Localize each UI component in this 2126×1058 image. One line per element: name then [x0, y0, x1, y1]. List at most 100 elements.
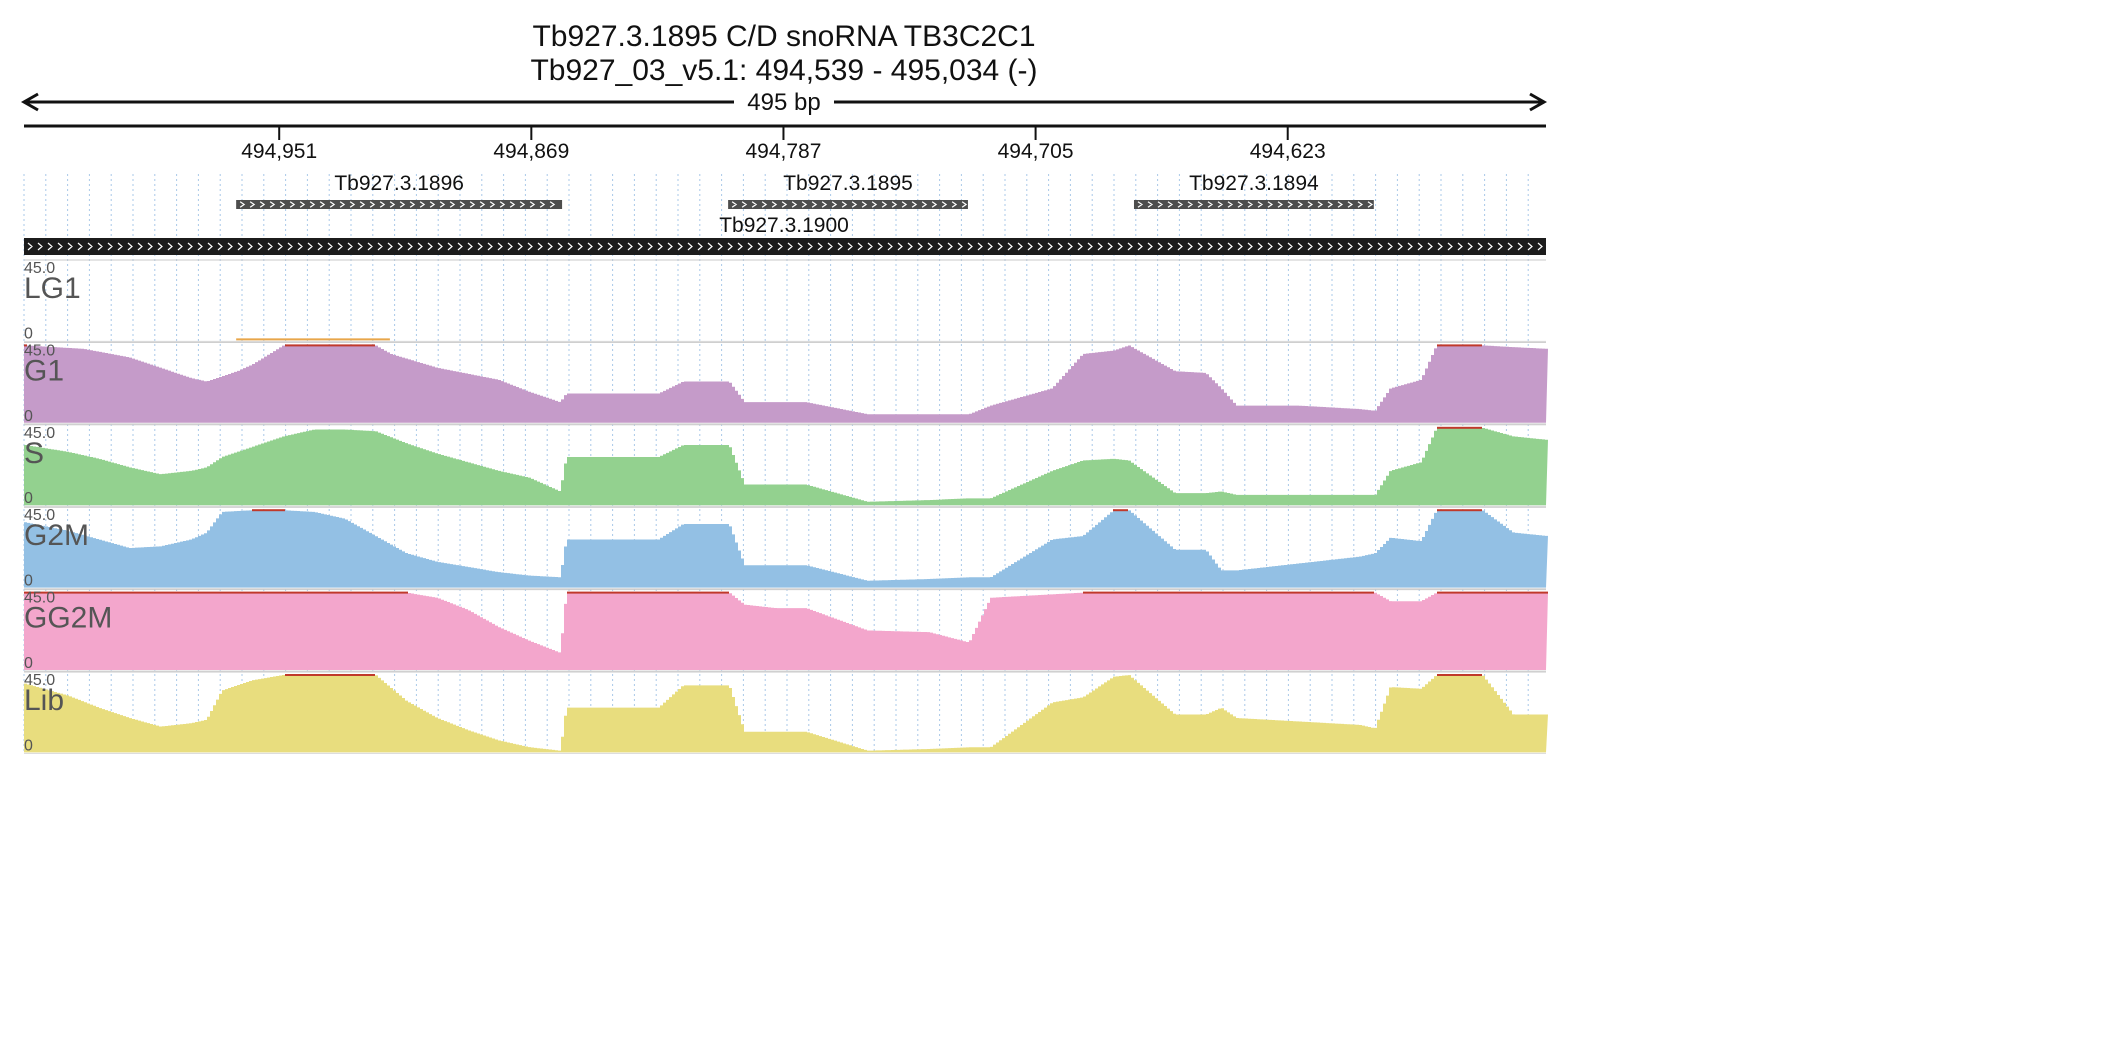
saturation-mark: [267, 509, 270, 512]
track-name: Lib: [24, 684, 64, 717]
saturation-mark: [345, 591, 348, 594]
saturation-mark: [1461, 591, 1464, 594]
saturation-mark: [1521, 591, 1524, 594]
saturation-mark: [321, 591, 324, 594]
saturation-mark: [1194, 591, 1197, 594]
saturation-mark: [1251, 591, 1254, 594]
saturation-mark: [1497, 591, 1500, 594]
saturation-mark: [105, 591, 108, 594]
saturation-mark: [1119, 591, 1122, 594]
saturation-mark: [696, 591, 699, 594]
saturation-mark: [333, 591, 336, 594]
saturation-mark: [666, 591, 669, 594]
coverage-area: [24, 675, 1548, 753]
saturation-mark: [1464, 344, 1467, 347]
saturation-mark: [114, 591, 117, 594]
saturation-mark: [1317, 591, 1320, 594]
saturation-mark: [282, 591, 285, 594]
track-ymin-label: 0: [24, 408, 33, 425]
saturation-mark: [1212, 591, 1215, 594]
saturation-mark: [33, 591, 36, 594]
saturation-mark: [225, 591, 228, 594]
saturation-mark: [24, 591, 27, 594]
saturation-mark: [1458, 344, 1461, 347]
saturation-mark: [90, 591, 93, 594]
saturation-mark: [129, 591, 132, 594]
chart-header: Tb927.3.1895 C/D snoRNA TB3C2C1 Tb927_03…: [530, 20, 1037, 87]
saturation-mark: [1119, 509, 1122, 512]
saturation-mark: [1125, 509, 1128, 512]
saturation-mark: [1116, 591, 1119, 594]
saturation-mark: [1272, 591, 1275, 594]
saturation-mark: [1458, 509, 1461, 512]
saturation-mark: [1464, 591, 1467, 594]
saturation-mark: [1146, 591, 1149, 594]
saturation-mark: [1305, 591, 1308, 594]
saturation-mark: [1512, 591, 1515, 594]
saturation-mark: [1476, 591, 1479, 594]
saturation-mark: [1536, 591, 1539, 594]
saturation-mark: [657, 591, 660, 594]
track-ymax-label: 45.0: [24, 672, 55, 689]
track-ymax-label: 45.0: [24, 507, 55, 524]
saturation-mark: [1479, 344, 1482, 347]
saturation-mark: [315, 591, 318, 594]
saturation-mark: [1539, 591, 1542, 594]
saturation-mark: [1449, 426, 1452, 429]
saturation-mark: [708, 591, 711, 594]
saturation-mark: [306, 344, 309, 347]
gene-label: Tb927.3.1895: [783, 172, 913, 195]
saturation-mark: [252, 509, 255, 512]
gene-track: Tb927.3.1896 Tb927.3.1895 Tb927.3.1894 Tb92…: [24, 172, 1546, 255]
saturation-mark: [315, 344, 318, 347]
saturation-mark: [1368, 591, 1371, 594]
saturation-mark: [1185, 591, 1188, 594]
saturation-mark: [210, 591, 213, 594]
saturation-mark: [81, 591, 84, 594]
saturation-mark: [1437, 674, 1440, 676]
track-name: S: [24, 437, 44, 470]
saturation-mark: [1347, 591, 1350, 594]
saturation-mark: [1443, 426, 1446, 429]
saturation-mark: [294, 674, 297, 676]
saturation-mark: [312, 344, 315, 347]
saturation-mark: [1197, 591, 1200, 594]
saturation-mark: [351, 674, 354, 676]
saturation-mark: [1449, 674, 1452, 676]
saturation-mark: [138, 591, 141, 594]
chart-title: Tb927.3.1895 C/D snoRNA TB3C2C1: [532, 20, 1035, 53]
saturation-mark: [372, 344, 375, 347]
saturation-mark: [228, 591, 231, 594]
saturation-mark: [1461, 344, 1464, 347]
saturation-mark: [348, 591, 351, 594]
saturation-mark: [567, 591, 570, 594]
saturation-mark: [675, 591, 678, 594]
axis: 494,951 494,869 494,787 494,705 494,623: [24, 124, 1546, 163]
saturation-mark: [27, 591, 30, 594]
saturation-mark: [51, 591, 54, 594]
saturation-mark: [1095, 591, 1098, 594]
saturation-mark: [285, 674, 288, 676]
saturation-mark: [1107, 591, 1110, 594]
saturation-mark: [24, 344, 27, 347]
saturation-mark: [276, 509, 279, 512]
saturation-mark: [201, 591, 204, 594]
saturation-mark: [1446, 509, 1449, 512]
saturation-mark: [177, 591, 180, 594]
saturation-mark: [306, 674, 309, 676]
track-name: LG1: [24, 272, 81, 305]
saturation-mark: [123, 591, 126, 594]
axis-tick-label: 494,869: [493, 140, 569, 163]
saturation-mark: [1113, 591, 1116, 594]
saturation-mark: [255, 509, 258, 512]
saturation-mark: [312, 591, 315, 594]
saturation-mark: [360, 344, 363, 347]
saturation-mark: [345, 344, 348, 347]
saturation-mark: [264, 591, 267, 594]
saturation-mark: [309, 591, 312, 594]
saturation-mark: [1437, 509, 1440, 512]
saturation-mark: [1311, 591, 1314, 594]
saturation-mark: [261, 509, 264, 512]
saturation-mark: [1173, 591, 1176, 594]
gene-feature: Tb927.3.1896: [236, 172, 563, 209]
